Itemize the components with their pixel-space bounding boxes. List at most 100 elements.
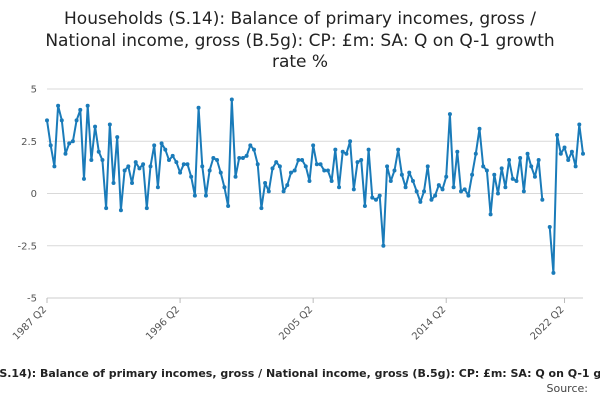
data-point: [333, 147, 338, 152]
y-tick-label: -5: [27, 294, 37, 305]
chart-title-line-2: National income, gross (B.5g): CP: £m: S…: [45, 31, 554, 51]
data-point: [185, 162, 190, 167]
data-point: [414, 189, 419, 194]
data-point: [74, 118, 79, 123]
data-point: [78, 107, 83, 112]
data-point: [166, 158, 171, 163]
data-point: [318, 162, 323, 167]
data-point: [359, 158, 364, 163]
data-point: [495, 191, 500, 196]
data-point: [366, 147, 371, 152]
data-point: [285, 183, 290, 188]
data-point: [566, 158, 571, 163]
chart-title: Households (S.14): Balance of primary in…: [45, 9, 554, 72]
data-point: [300, 158, 305, 163]
data-series: [45, 97, 585, 275]
data-point: [396, 147, 401, 152]
data-point: [248, 143, 253, 148]
data-point: [340, 149, 345, 154]
x-tick-label: 2014 Q2: [410, 304, 448, 342]
data-point: [281, 189, 286, 194]
data-point: [581, 151, 585, 156]
data-point: [93, 124, 98, 129]
x-tick-label: 2022 Q2: [529, 304, 567, 342]
data-point: [170, 153, 175, 158]
data-point: [521, 189, 526, 194]
data-point: [540, 197, 545, 202]
data-point: [244, 153, 249, 158]
data-point: [152, 143, 157, 148]
data-point: [141, 162, 146, 167]
data-point: [484, 168, 489, 173]
data-point: [266, 189, 271, 194]
data-point: [377, 193, 382, 198]
source-label: Source:: [547, 382, 589, 395]
data-point: [344, 151, 349, 156]
data-point: [325, 168, 330, 173]
data-point: [329, 178, 334, 183]
x-tick-label: 1996 Q2: [144, 304, 182, 342]
data-point: [122, 168, 127, 173]
data-point: [492, 172, 497, 177]
data-point: [451, 185, 456, 190]
data-point: [274, 160, 279, 165]
data-point: [89, 158, 94, 163]
legend-label: Households (S.14): Balance of primary in…: [0, 367, 600, 380]
data-point: [551, 270, 556, 275]
data-point: [362, 204, 367, 209]
data-point: [59, 118, 64, 123]
data-point: [481, 164, 486, 169]
data-point: [514, 178, 519, 183]
x-tick-label: 2005 Q2: [277, 304, 315, 342]
data-point: [296, 158, 301, 163]
data-point: [385, 164, 390, 169]
data-point: [547, 224, 552, 229]
data-point: [218, 170, 223, 175]
data-point: [229, 97, 234, 102]
data-point: [240, 155, 245, 160]
data-point: [288, 170, 293, 175]
data-point: [407, 170, 412, 175]
data-point: [115, 135, 120, 140]
data-point: [532, 174, 537, 179]
x-tick-label: 1987 Q2: [11, 304, 49, 342]
data-point: [337, 185, 342, 190]
data-point: [311, 143, 316, 148]
data-point: [462, 187, 467, 192]
data-point: [444, 174, 449, 179]
data-point: [189, 174, 194, 179]
data-point: [322, 168, 327, 173]
data-point: [45, 118, 49, 123]
data-point: [507, 158, 512, 163]
chart-title-line-1: Households (S.14): Balance of primary in…: [64, 9, 536, 29]
y-tick-label: -2.5: [17, 241, 37, 252]
data-point: [70, 139, 75, 144]
data-point: [466, 193, 471, 198]
data-point: [174, 160, 179, 165]
data-point: [410, 178, 415, 183]
data-point: [422, 189, 427, 194]
data-point: [418, 199, 423, 204]
data-point: [237, 155, 242, 160]
data-point: [85, 103, 90, 108]
series-line: [46, 98, 544, 247]
data-point: [525, 151, 530, 156]
data-point: [148, 164, 153, 169]
data-point: [137, 166, 142, 171]
data-point: [348, 139, 353, 144]
data-point: [104, 206, 109, 211]
data-point: [573, 164, 578, 169]
data-point: [133, 160, 138, 165]
data-point: [263, 181, 268, 186]
data-point: [81, 176, 86, 181]
data-point: [470, 172, 475, 177]
data-point: [436, 183, 441, 188]
data-point: [252, 147, 257, 152]
data-point: [226, 204, 231, 209]
data-point: [196, 105, 201, 110]
data-point: [529, 164, 534, 169]
data-point: [163, 147, 168, 152]
data-point: [192, 193, 197, 198]
data-point: [562, 145, 567, 150]
data-point: [277, 164, 282, 169]
